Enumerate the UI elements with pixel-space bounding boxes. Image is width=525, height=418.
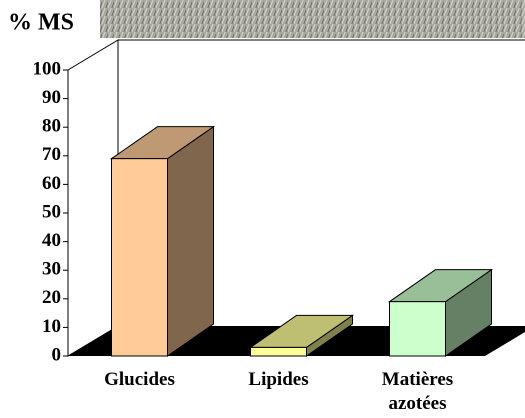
x-tick-label: Glucides [104, 369, 175, 390]
x-tick-label: Matières azotées [381, 369, 454, 414]
bar [389, 301, 446, 357]
y-tick-label: 10 [42, 316, 61, 337]
y-tick-label: 60 [42, 173, 61, 194]
y-tick-label: 80 [42, 116, 61, 137]
bar [111, 158, 168, 357]
y-tick-label: 0 [52, 344, 62, 365]
y-tick-label: 90 [42, 87, 61, 108]
bar [250, 346, 307, 357]
y-tick-label: 40 [42, 230, 61, 251]
y-tick-label: 30 [42, 259, 61, 280]
back-wall [67, 39, 119, 357]
y-tick-label: 70 [42, 144, 61, 165]
axis-title: % MS [8, 10, 74, 36]
y-tick-label: 100 [33, 58, 62, 79]
y-tick-label: 20 [42, 287, 61, 308]
bar-side [167, 125, 214, 357]
x-tick-label: Lipides [248, 369, 309, 390]
photo-strip [100, 0, 525, 38]
y-tick-label: 50 [42, 201, 61, 222]
